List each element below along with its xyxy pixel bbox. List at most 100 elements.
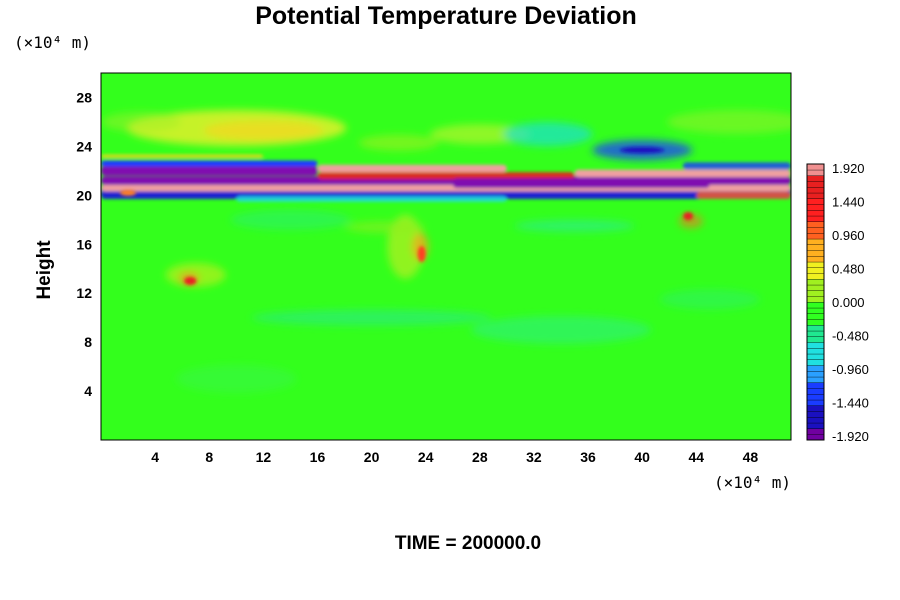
colorbar-swatch bbox=[806, 255, 825, 263]
band-stripe bbox=[696, 191, 791, 200]
colorbar-swatch bbox=[806, 301, 825, 309]
colorbar-swatch bbox=[806, 434, 825, 441]
colorbar-swatch bbox=[806, 330, 825, 338]
heatmap-blobs bbox=[120, 147, 694, 285]
colorbar-swatch bbox=[806, 324, 825, 332]
plot-frame bbox=[100, 72, 792, 441]
band-stripe bbox=[452, 178, 710, 188]
x-tick-label: 8 bbox=[205, 449, 213, 465]
band-stripe bbox=[317, 172, 575, 180]
colorbar-tick-label: -1.440 bbox=[832, 396, 869, 411]
heatmap-blob bbox=[184, 276, 197, 285]
heatmap-patch bbox=[502, 122, 593, 147]
colorbar-swatch bbox=[806, 209, 825, 217]
colorbar-tick-label: -0.480 bbox=[832, 329, 869, 344]
x-tick-label: 28 bbox=[472, 449, 488, 465]
x-tick-label: 24 bbox=[418, 449, 434, 465]
heatmap-blob bbox=[683, 212, 694, 221]
x-tick-label: 36 bbox=[580, 449, 596, 465]
colorbar-swatch bbox=[806, 353, 825, 361]
colorbar-swatch bbox=[806, 169, 825, 177]
colorbar-swatch bbox=[806, 250, 825, 257]
colorbar-frame bbox=[806, 163, 825, 441]
colorbar-swatch bbox=[806, 411, 825, 418]
colorbar-swatch bbox=[806, 416, 825, 424]
colorbar-swatch bbox=[806, 428, 825, 435]
colorbar-swatch bbox=[806, 273, 825, 280]
colorbar-swatch bbox=[806, 204, 825, 211]
x-tick-label: 48 bbox=[743, 449, 759, 465]
heatmap-patch bbox=[666, 109, 791, 134]
colorbar-swatch bbox=[806, 388, 825, 395]
x-tick-label: 12 bbox=[256, 449, 272, 465]
colorbar-swatch bbox=[806, 163, 825, 171]
x-tick-labels: 4 8 12 16 20 24 28 32 36 40 44 48 bbox=[151, 449, 758, 465]
band-stripe bbox=[317, 164, 507, 173]
heatmap-patch bbox=[358, 134, 439, 151]
heatmap-blob bbox=[417, 246, 426, 263]
colorbar-tick-label: 1.920 bbox=[832, 161, 865, 176]
colorbar-swatch bbox=[806, 198, 825, 205]
colorbar-swatch bbox=[806, 221, 825, 228]
x-tick-label: 20 bbox=[364, 449, 380, 465]
x-tick-label: 4 bbox=[151, 449, 159, 465]
colorbar-swatch bbox=[806, 359, 825, 366]
band-stripe bbox=[574, 169, 791, 177]
y-tick-label: 8 bbox=[84, 334, 92, 350]
x-unit-label: (×10⁴ m) bbox=[714, 473, 791, 492]
y-unit-label: (×10⁴ m) bbox=[14, 33, 91, 52]
y-tick-label: 24 bbox=[76, 138, 92, 154]
colorbar-swatch bbox=[806, 422, 825, 430]
colorbar-swatch bbox=[806, 393, 825, 401]
colorbar-swatch bbox=[806, 365, 825, 372]
colorbar-swatch bbox=[806, 370, 825, 378]
colorbar-swatch bbox=[806, 232, 825, 240]
y-tick-label: 4 bbox=[84, 383, 92, 399]
colorbar-swatch bbox=[806, 175, 825, 182]
heatmap-patch bbox=[345, 221, 426, 234]
colorbar-swatch bbox=[806, 192, 825, 200]
band-stripe bbox=[236, 195, 507, 203]
heatmap-band bbox=[101, 154, 791, 203]
colorbar-swatch bbox=[806, 382, 825, 389]
colorbar-swatch bbox=[806, 336, 825, 343]
colorbar-swatch bbox=[806, 284, 825, 292]
colorbar-swatch bbox=[806, 307, 825, 315]
band-stripe bbox=[682, 162, 791, 170]
colorbar-tick-label: 0.480 bbox=[832, 262, 865, 277]
heatmap-smooth-patches bbox=[101, 109, 791, 393]
colorbar-swatch bbox=[806, 244, 825, 251]
x-tick-label: 16 bbox=[310, 449, 326, 465]
colorbar: 1.920 1.440 0.960 0.480 0.000 -0.480 -0.960 -1.… bbox=[806, 161, 869, 444]
heatmap-field bbox=[101, 73, 791, 440]
colorbar-swatch bbox=[806, 399, 825, 407]
y-tick-label: 12 bbox=[76, 285, 92, 301]
colorbar-tick-label: 0.960 bbox=[832, 228, 865, 243]
band-stripe bbox=[101, 160, 318, 167]
heatmap-blob bbox=[620, 147, 665, 154]
heatmap-patch bbox=[514, 219, 635, 232]
colorbar-tick-label: 0.000 bbox=[832, 295, 865, 310]
time-label: TIME = 200000.0 bbox=[395, 533, 541, 554]
colorbar-swatch bbox=[806, 227, 825, 234]
colorbar-swatch bbox=[806, 278, 825, 286]
y-tick-labels: 4 8 12 16 20 24 28 bbox=[76, 89, 92, 399]
heatmap-blob bbox=[120, 189, 137, 196]
band-stripe bbox=[101, 154, 264, 159]
colorbar-swatch bbox=[806, 405, 825, 412]
colorbar-swatch bbox=[806, 267, 825, 274]
colorbar-tick-label: -1.920 bbox=[832, 429, 869, 444]
colorbar-swatch bbox=[806, 181, 825, 188]
colorbar-swatch bbox=[806, 347, 825, 355]
heatmap-patch bbox=[101, 111, 182, 132]
x-tick-label: 32 bbox=[526, 449, 542, 465]
colorbar-tick-label: -0.960 bbox=[832, 362, 869, 377]
x-tick-label: 44 bbox=[689, 449, 705, 465]
heatmap-patch bbox=[429, 124, 530, 145]
colorbar-swatch bbox=[806, 186, 825, 194]
heatmap-patch bbox=[230, 209, 351, 230]
colorbar-swatch bbox=[806, 319, 825, 326]
colorbar-swatch bbox=[806, 313, 825, 320]
